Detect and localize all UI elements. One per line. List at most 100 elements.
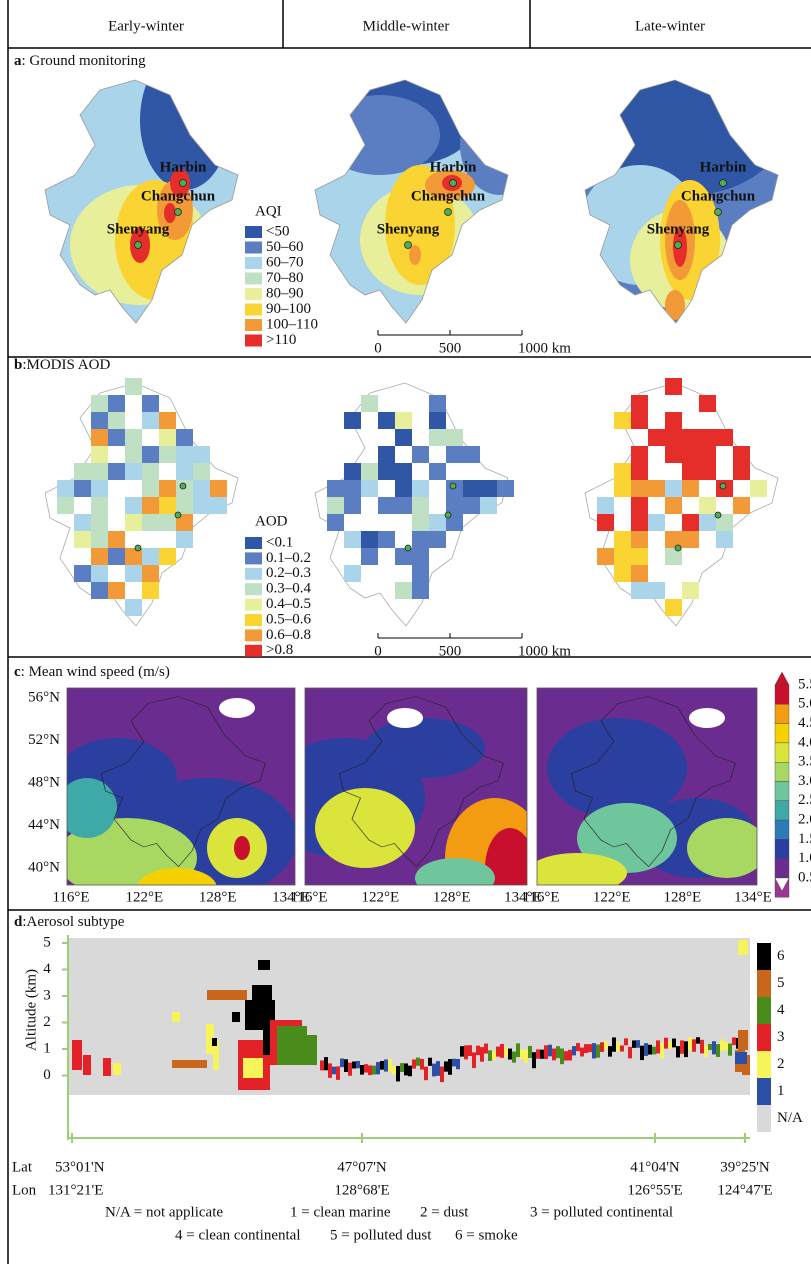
colorbar-cell	[775, 762, 789, 781]
aerosol-layer	[472, 1052, 476, 1068]
aod-cell	[344, 531, 361, 548]
wind-map	[265, 688, 545, 918]
aerosol-layer	[548, 1045, 552, 1057]
scale-label: 0	[374, 340, 382, 356]
aerosol-layer	[544, 1045, 548, 1059]
aerosol-layer	[388, 1059, 392, 1072]
aod-cell	[125, 599, 142, 616]
aod-cell	[682, 514, 699, 531]
aerosol-layer	[724, 1042, 728, 1050]
aod-cell	[176, 531, 193, 548]
aod-cell	[412, 548, 429, 565]
aerosol-layer	[320, 1060, 324, 1070]
aod-cell	[91, 514, 108, 531]
note: 5 = polluted dust	[330, 1227, 432, 1243]
panel-title-text: : Mean wind speed (m/s)	[21, 664, 170, 680]
figure: Early-winterMiddle-winterLate-wintera: G…	[0, 0, 811, 1264]
legend-label: 3	[777, 1029, 785, 1045]
aerosol-layer	[728, 1044, 732, 1056]
legend-label: 0.2–0.3	[266, 565, 311, 581]
aod-cell	[682, 531, 699, 548]
aod-cell	[344, 480, 361, 497]
aod-cell	[125, 429, 142, 446]
aerosol-layer	[428, 1058, 432, 1066]
aod-cell	[446, 429, 463, 446]
aod-cell	[631, 514, 648, 531]
scale-label: 1000 km	[518, 340, 571, 356]
city-marker	[720, 180, 727, 187]
legend-swatch	[757, 943, 771, 970]
wind-zone	[547, 718, 687, 818]
aod-cell	[614, 412, 631, 429]
aod-cell	[159, 497, 176, 514]
aerosol-layer	[536, 1049, 540, 1058]
aod-cell	[210, 497, 227, 514]
aerosol-layer	[580, 1048, 584, 1057]
colorbar-cell	[775, 704, 789, 723]
map-fill	[310, 25, 540, 335]
aod-cell	[91, 463, 108, 480]
city-marker	[405, 545, 411, 551]
legend-swatch	[245, 614, 262, 626]
lon-label: 122°E	[125, 889, 163, 905]
legend-swatch	[245, 226, 262, 238]
legend-swatch	[757, 1105, 771, 1132]
city-marker	[175, 209, 182, 216]
wind-zone	[527, 853, 627, 893]
aod-cell	[91, 582, 108, 599]
aerosol-layer	[584, 1044, 588, 1053]
note: N/A = not applicate	[105, 1204, 223, 1220]
aod-cell	[108, 582, 125, 599]
scale-label: 500	[439, 643, 462, 659]
legend-swatch	[757, 970, 771, 997]
aerosol-layer	[672, 1039, 676, 1048]
aod-cell	[614, 531, 631, 548]
aerosol-layer	[636, 1040, 640, 1048]
aerosol-layer	[660, 1043, 664, 1059]
aerosol-layer	[620, 1046, 624, 1052]
panel-title: b:MODIS AOD	[14, 357, 110, 373]
legend-label: 1	[777, 1083, 785, 1099]
aod-cell	[463, 480, 480, 497]
city-marker	[405, 242, 412, 249]
panel-title-text: :Aerosol subtype	[22, 914, 124, 930]
aod-cell	[125, 514, 142, 531]
city-marker	[175, 512, 181, 518]
aerosol-layer	[708, 1044, 712, 1050]
aod-cell	[395, 412, 412, 429]
aod-cell	[91, 395, 108, 412]
city-label: Harbin	[160, 159, 207, 175]
city-marker	[450, 483, 456, 489]
aod-cell	[614, 565, 631, 582]
aod-cell	[614, 480, 631, 497]
legend-swatch	[245, 537, 262, 549]
panel-title-text: : Ground monitoring	[22, 53, 147, 69]
lon-tick-label: 128°68'E	[334, 1182, 389, 1198]
aod-cell	[665, 446, 682, 463]
legend-label: 0.5–0.6	[266, 611, 312, 627]
map-fill	[580, 35, 790, 335]
aerosol-layer	[424, 1067, 428, 1080]
aod-cell	[108, 395, 125, 412]
aerosol-layer	[616, 1042, 620, 1052]
aod-cell	[412, 531, 429, 548]
legend-swatch	[757, 997, 771, 1024]
aerosol-layer	[360, 1065, 364, 1075]
aerosol-layer	[556, 1046, 560, 1058]
aod-cell	[108, 548, 125, 565]
aod-cell	[429, 531, 446, 548]
aerosol-layer	[676, 1046, 680, 1057]
aerosol-layer	[460, 1046, 464, 1056]
aerosol-layer	[212, 1038, 217, 1046]
column-header: Late-winter	[635, 18, 705, 34]
aerosol-layer	[172, 1012, 180, 1022]
city-marker	[720, 483, 726, 489]
wind-zone	[365, 718, 485, 778]
colorbar-cell	[775, 801, 789, 820]
aod-cell	[176, 497, 193, 514]
legend-swatch	[245, 242, 262, 254]
aod-cell	[125, 463, 142, 480]
aod-cell	[142, 480, 159, 497]
aod-cell	[193, 463, 210, 480]
aerosol-layer	[612, 1037, 616, 1051]
